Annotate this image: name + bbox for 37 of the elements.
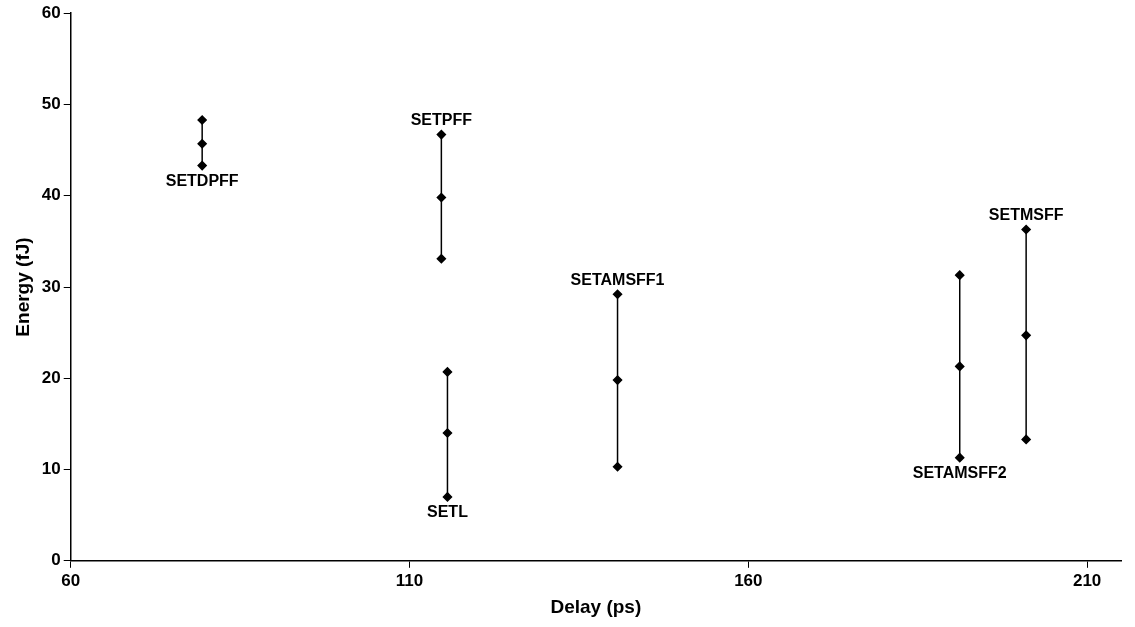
y-tick-label: 30 <box>41 276 61 296</box>
y-tick-label: 10 <box>41 459 61 479</box>
y-axis-title: Energy (fJ) <box>11 237 33 337</box>
point <box>1021 434 1031 445</box>
x-axis-title: Delay (ps) <box>550 595 642 617</box>
x-tick-label: 160 <box>734 570 763 590</box>
point <box>197 160 207 171</box>
point <box>1021 330 1031 341</box>
point <box>612 462 623 472</box>
y-tick-label: 40 <box>41 185 61 205</box>
y-tick-label: 20 <box>41 367 61 387</box>
x-tick-label: 110 <box>395 570 424 590</box>
point <box>442 428 453 438</box>
point <box>436 192 447 203</box>
point <box>442 367 453 377</box>
annotation: SETDPFF <box>165 172 239 190</box>
annotation: SETL <box>427 503 469 521</box>
point <box>197 138 207 149</box>
x-tick-label: 60 <box>61 570 81 590</box>
point <box>954 270 965 280</box>
point <box>612 375 623 385</box>
point <box>436 253 447 264</box>
point <box>1021 224 1031 235</box>
y-tick-label: 50 <box>41 94 61 114</box>
annotation: SETAMSFF2 <box>912 464 1007 482</box>
annotation: SETMSFF <box>988 205 1064 223</box>
point <box>436 129 447 140</box>
annotation: SETAMSFF1 <box>570 270 665 288</box>
point <box>612 289 623 300</box>
y-tick-label: 60 <box>41 2 61 22</box>
point <box>954 361 965 372</box>
annotation: SETPFF <box>410 110 473 128</box>
point <box>442 492 453 502</box>
point <box>197 115 207 125</box>
x-tick-label: 210 <box>1072 570 1102 590</box>
y-tick-label: 0 <box>51 550 61 570</box>
point <box>954 452 965 463</box>
